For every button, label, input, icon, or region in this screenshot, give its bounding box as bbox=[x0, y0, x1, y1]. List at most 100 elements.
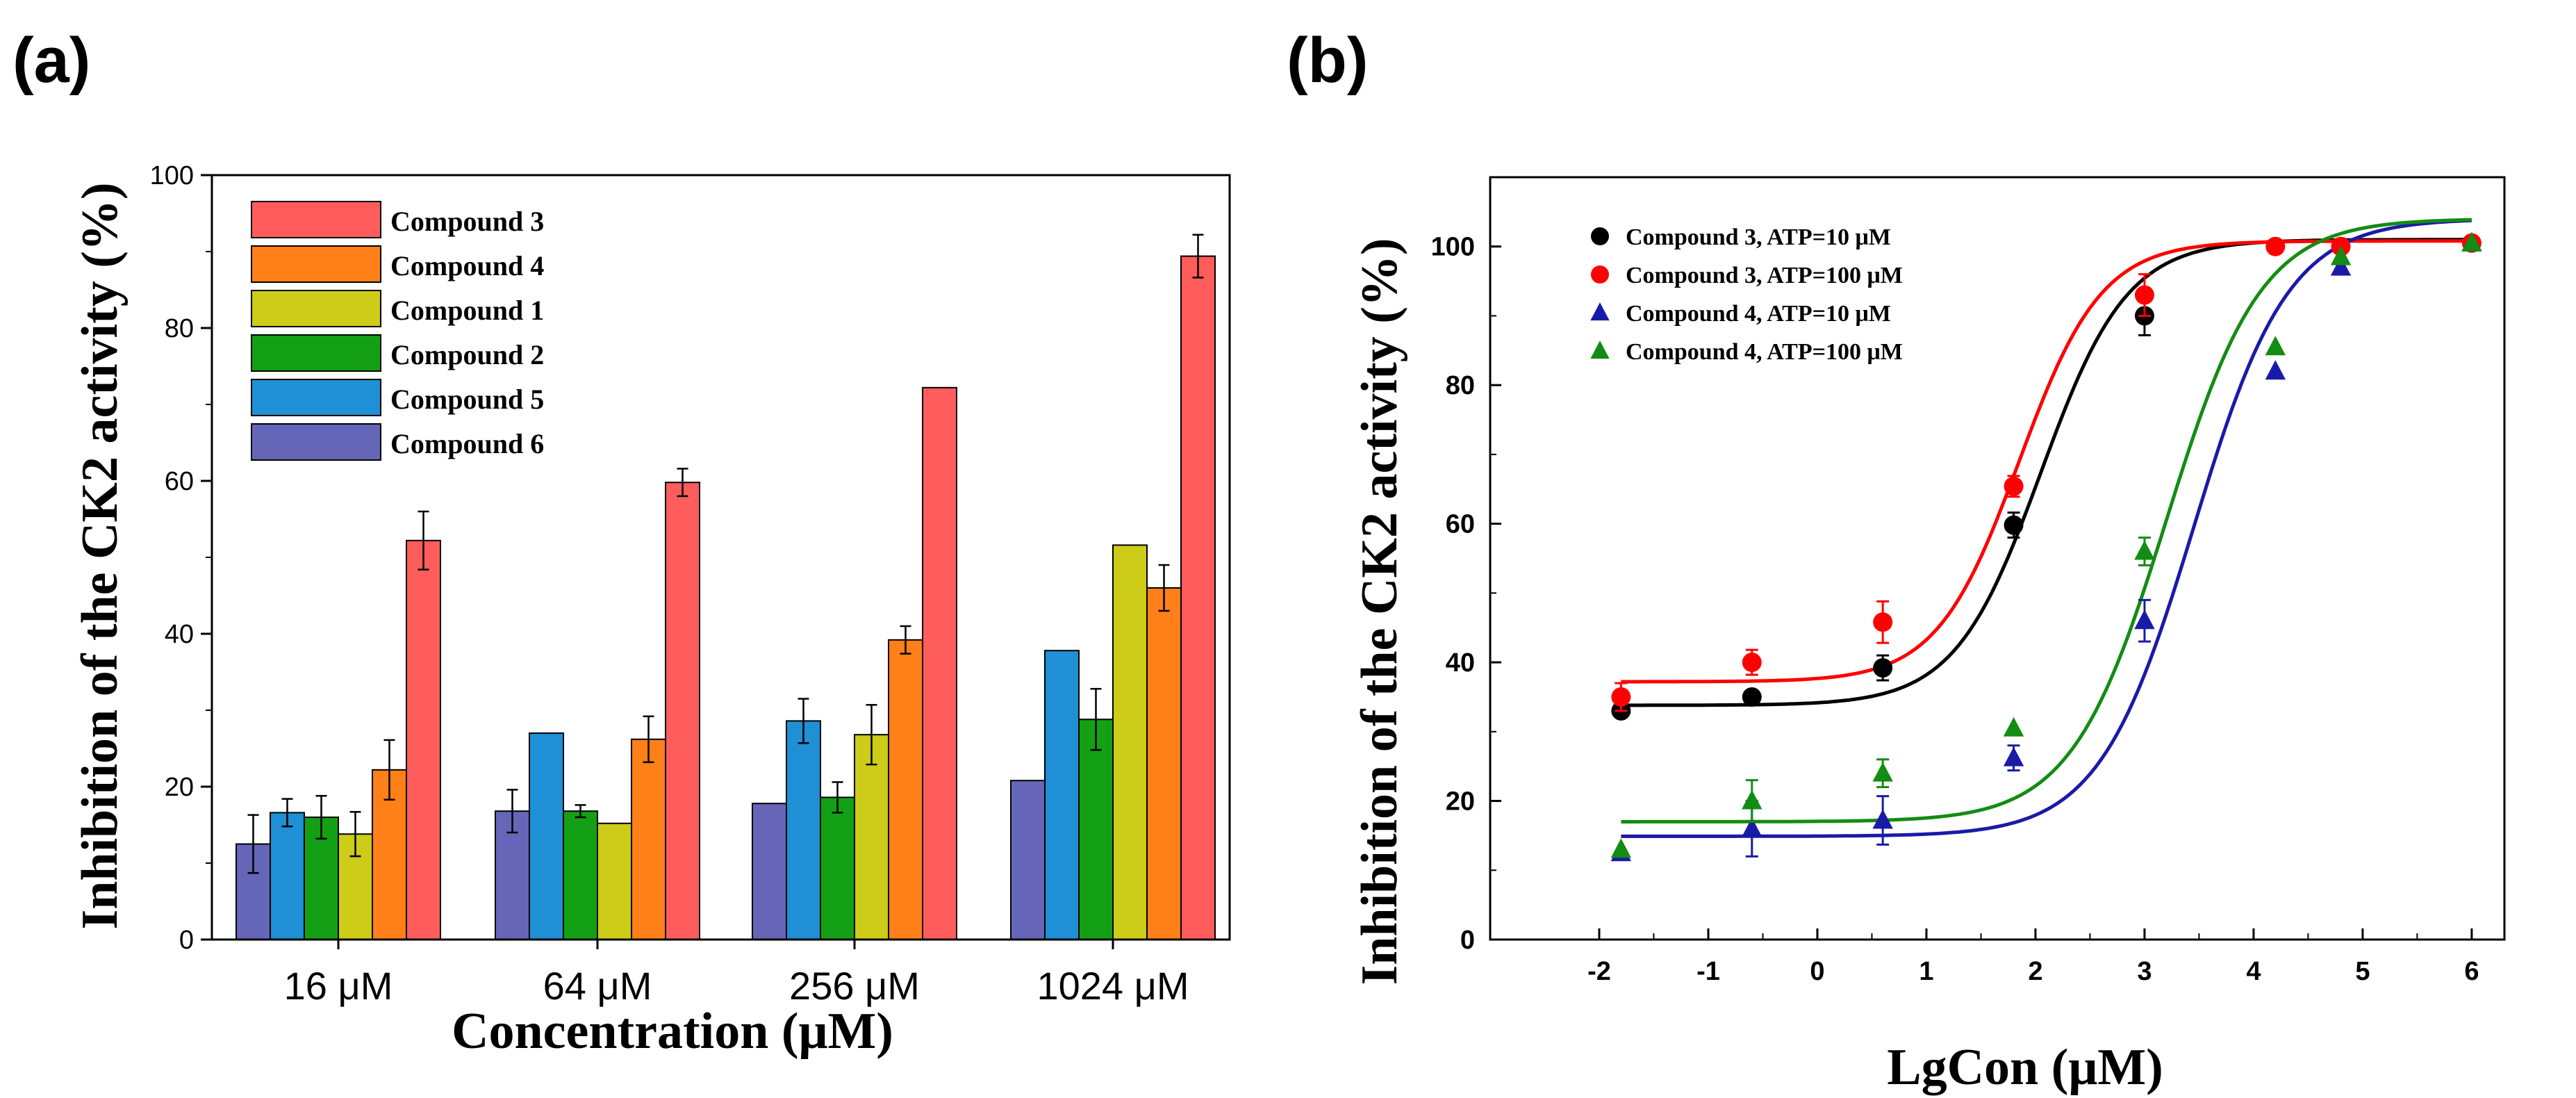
data-point-series-4 bbox=[2461, 231, 2482, 252]
legend-marker bbox=[1591, 265, 1609, 284]
legend-label: Compound 3, ATP=10 μM bbox=[1626, 224, 1891, 250]
data-point-series-1 bbox=[2004, 515, 2024, 535]
x-tick-label: -2 bbox=[1587, 957, 1611, 986]
legend-label: Compound 2 bbox=[390, 339, 544, 370]
data-point-series-3 bbox=[1742, 817, 1762, 837]
data-point-series-2 bbox=[1742, 653, 1762, 673]
bar-compound-1-4 bbox=[1112, 544, 1148, 940]
legend-swatch bbox=[251, 423, 381, 461]
legend-swatch bbox=[251, 334, 381, 372]
legend-label: Compound 1 bbox=[390, 295, 544, 326]
data-point-series-4 bbox=[1872, 762, 1893, 782]
x-category-label: 1024 μM bbox=[1037, 964, 1189, 1008]
bar-compound-2-2 bbox=[563, 810, 598, 940]
panel-b-dose-response-chart: (b) Inhibition of the CK2 activity (%) L… bbox=[1287, 25, 2506, 1096]
legend-marker bbox=[1591, 227, 1609, 245]
y-tick-label: 80 bbox=[165, 314, 194, 343]
data-point-series-3 bbox=[2265, 360, 2286, 380]
panel-b-x-axis-title: LgCon (μM) bbox=[1887, 1039, 2163, 1096]
bar-compound-5-4 bbox=[1044, 650, 1080, 940]
bar-compound-6-4 bbox=[1010, 780, 1046, 940]
fit-curve-series-3 bbox=[1621, 218, 2472, 838]
data-point-series-3 bbox=[2003, 746, 2024, 767]
panel-a-y-axis-title: Inhibition of the CK2 activity (%) bbox=[72, 182, 129, 929]
x-tick-label: 5 bbox=[2355, 957, 2370, 986]
bar-compound-2-3 bbox=[820, 796, 855, 941]
x-tick-label: 1 bbox=[1919, 957, 1933, 986]
legend-label: Compound 4, ATP=10 μM bbox=[1626, 301, 1891, 327]
bar-compound-1-2 bbox=[597, 822, 632, 941]
legend-swatch bbox=[251, 201, 381, 238]
y-tick-label: 0 bbox=[1460, 926, 1475, 955]
x-tick-label: -1 bbox=[1696, 957, 1720, 986]
data-point-series-3 bbox=[1872, 809, 1893, 829]
legend-swatch bbox=[251, 290, 381, 327]
legend-label: Compound 4, ATP=100 μM bbox=[1626, 339, 1903, 365]
data-point-series-2 bbox=[2265, 236, 2286, 256]
data-point-series-4 bbox=[2330, 245, 2352, 265]
data-point-series-3 bbox=[2134, 609, 2155, 630]
y-tick-label: 20 bbox=[165, 773, 194, 802]
bar-compound-5-3 bbox=[786, 720, 821, 941]
bar-compound-5-1 bbox=[270, 812, 305, 941]
y-tick-label: 100 bbox=[1431, 233, 1475, 262]
x-category-label: 16 μM bbox=[284, 964, 393, 1008]
data-point-series-4 bbox=[1610, 838, 1632, 858]
data-point-series-1 bbox=[1742, 687, 1762, 707]
x-tick-label: 3 bbox=[2137, 957, 2152, 986]
bar-compound-4-2 bbox=[631, 738, 666, 941]
bar-compound-6-3 bbox=[752, 803, 787, 940]
y-tick-label: 0 bbox=[179, 926, 194, 955]
panel-a-label: (a) bbox=[13, 25, 90, 96]
y-tick-label: 60 bbox=[1446, 510, 1475, 539]
legend-swatch bbox=[251, 379, 381, 416]
bar-compound-5-2 bbox=[529, 732, 564, 940]
data-point-series-4 bbox=[2134, 540, 2155, 560]
data-point-series-3 bbox=[2330, 256, 2352, 276]
panel-a-x-axis-title: Concentration (μM) bbox=[452, 1003, 893, 1060]
bar-compound-3-3 bbox=[922, 386, 957, 940]
data-point-series-2 bbox=[2004, 476, 2024, 496]
data-point-series-2 bbox=[2134, 285, 2154, 305]
legend-label: Compound 5 bbox=[390, 384, 544, 415]
fit-curve-series-4 bbox=[1621, 218, 2472, 824]
legend-swatch bbox=[251, 245, 381, 283]
bar-compound-1-3 bbox=[854, 734, 889, 940]
data-point-series-1 bbox=[1873, 658, 1893, 678]
x-tick-label: 6 bbox=[2464, 957, 2479, 986]
legend-label: Compound 3 bbox=[390, 206, 544, 237]
data-point-series-2 bbox=[1873, 612, 1893, 632]
data-point-series-2 bbox=[1611, 687, 1631, 707]
legend-marker bbox=[1590, 341, 1610, 359]
x-category-label: 256 μM bbox=[789, 964, 920, 1008]
legend-marker bbox=[1590, 302, 1610, 321]
y-tick-label: 40 bbox=[165, 620, 194, 649]
x-tick-label: 0 bbox=[1810, 957, 1824, 986]
x-category-label: 64 μM bbox=[543, 964, 652, 1008]
legend-label: Compound 4 bbox=[390, 250, 544, 281]
fit-curve-series-2 bbox=[1621, 239, 2472, 684]
bar-compound-4-4 bbox=[1146, 587, 1182, 940]
y-tick-label: 100 bbox=[150, 161, 194, 190]
panel-a-bar-chart: (a) Inhibition of the CK2 activity (%) C… bbox=[13, 25, 1231, 1060]
legend-label: Compound 6 bbox=[390, 428, 544, 459]
y-tick-label: 60 bbox=[165, 467, 194, 496]
y-tick-label: 20 bbox=[1446, 787, 1475, 817]
panel-b-label: (b) bbox=[1287, 25, 1368, 96]
data-point-series-4 bbox=[1742, 789, 1762, 810]
x-tick-label: 4 bbox=[2246, 957, 2261, 986]
bar-compound-3-2 bbox=[665, 482, 700, 940]
data-point-series-4 bbox=[2003, 716, 2024, 737]
bar-compound-3-1 bbox=[406, 539, 441, 940]
panel-b-plot-frame bbox=[1489, 176, 2506, 941]
x-tick-label: 2 bbox=[2028, 957, 2042, 986]
y-tick-label: 40 bbox=[1446, 648, 1475, 678]
bar-compound-4-3 bbox=[888, 639, 923, 940]
bar-compound-2-4 bbox=[1078, 719, 1114, 940]
data-point-series-4 bbox=[2265, 336, 2286, 356]
legend-label: Compound 3, ATP=100 μM bbox=[1626, 263, 1903, 288]
panel-b-y-axis-title: Inhibition of the CK2 activity (%) bbox=[1351, 238, 1408, 985]
bar-compound-3-4 bbox=[1180, 255, 1216, 941]
y-tick-label: 80 bbox=[1446, 371, 1475, 400]
